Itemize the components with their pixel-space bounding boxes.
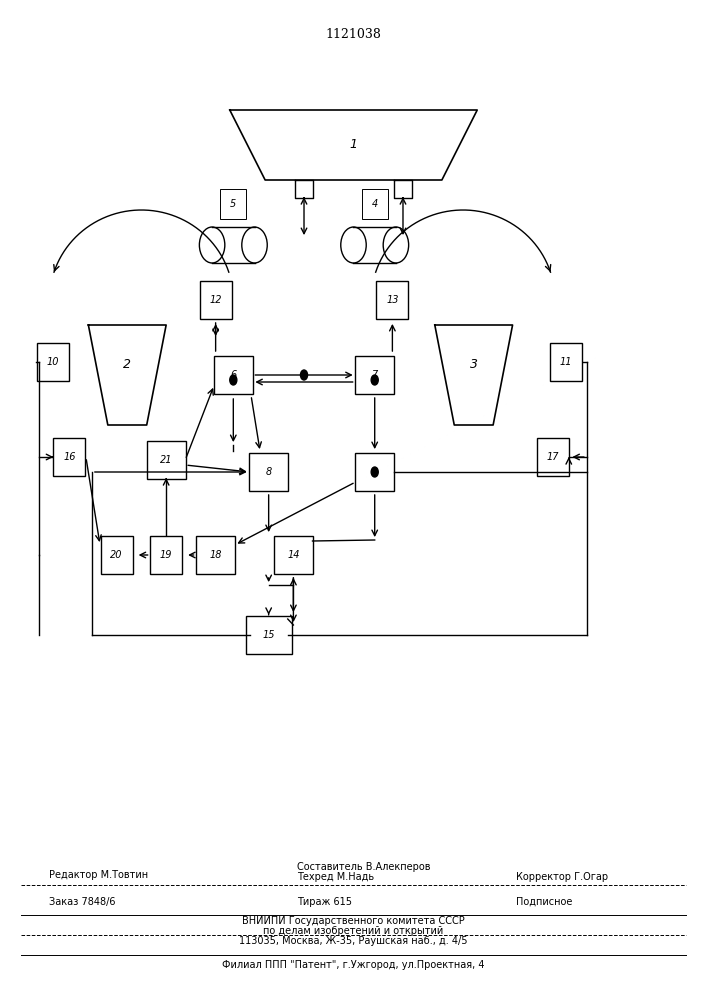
Text: 7: 7 xyxy=(372,370,378,380)
FancyBboxPatch shape xyxy=(246,616,291,654)
FancyBboxPatch shape xyxy=(377,281,409,319)
Text: ВНИИПИ Государственного комитета СССР: ВНИИПИ Государственного комитета СССР xyxy=(242,916,465,926)
Text: 4: 4 xyxy=(372,199,378,209)
Text: 113035, Москва, Ж-35, Раушская наб., д. 4/5: 113035, Москва, Ж-35, Раушская наб., д. … xyxy=(239,936,468,946)
Text: Корректор Г.Огар: Корректор Г.Огар xyxy=(516,872,608,882)
Text: Подписное: Подписное xyxy=(516,897,573,907)
Text: 13: 13 xyxy=(386,295,399,305)
Circle shape xyxy=(371,467,378,477)
FancyBboxPatch shape xyxy=(550,343,581,381)
Text: 3: 3 xyxy=(469,359,478,371)
Text: 12: 12 xyxy=(209,295,222,305)
Text: Редактор М.Товтин: Редактор М.Товтин xyxy=(49,870,148,880)
Text: 6: 6 xyxy=(230,370,236,380)
FancyBboxPatch shape xyxy=(37,343,69,381)
Text: 10: 10 xyxy=(47,357,59,367)
Text: Составитель В.Алекперов: Составитель В.Алекперов xyxy=(297,862,431,872)
Text: 1121038: 1121038 xyxy=(325,28,382,41)
Text: 17: 17 xyxy=(547,452,559,462)
FancyBboxPatch shape xyxy=(537,438,568,476)
FancyBboxPatch shape xyxy=(355,453,395,491)
Text: 9: 9 xyxy=(372,467,378,477)
Text: 18: 18 xyxy=(209,550,222,560)
Text: Тираж 615: Тираж 615 xyxy=(297,897,352,907)
FancyBboxPatch shape xyxy=(100,536,132,574)
FancyBboxPatch shape xyxy=(54,438,86,476)
Text: 14: 14 xyxy=(287,550,300,560)
Circle shape xyxy=(371,375,378,385)
FancyBboxPatch shape xyxy=(150,536,182,574)
Text: 15: 15 xyxy=(262,630,275,640)
Text: 21: 21 xyxy=(160,455,173,465)
FancyBboxPatch shape xyxy=(355,356,395,394)
Text: Заказ 7848/6: Заказ 7848/6 xyxy=(49,897,116,907)
Text: Филиал ППП "Патент", г.Ужгород, ул.Проектная, 4: Филиал ППП "Патент", г.Ужгород, ул.Проек… xyxy=(222,960,485,970)
Text: 11: 11 xyxy=(559,357,572,367)
FancyBboxPatch shape xyxy=(199,281,231,319)
Circle shape xyxy=(300,370,308,380)
Text: 19: 19 xyxy=(160,550,173,560)
Text: 16: 16 xyxy=(63,452,76,462)
FancyBboxPatch shape xyxy=(196,536,235,574)
FancyBboxPatch shape xyxy=(214,356,252,394)
Text: 2: 2 xyxy=(123,359,132,371)
Text: 20: 20 xyxy=(110,550,123,560)
Text: 1: 1 xyxy=(349,138,358,151)
Text: 8: 8 xyxy=(266,467,271,477)
FancyBboxPatch shape xyxy=(146,441,185,479)
Text: по делам изобретений и открытий: по делам изобретений и открытий xyxy=(264,926,443,936)
Text: Техред М.Надь: Техред М.Надь xyxy=(297,872,374,882)
FancyBboxPatch shape xyxy=(274,536,312,574)
FancyBboxPatch shape xyxy=(249,453,288,491)
Text: 5: 5 xyxy=(230,199,236,209)
Circle shape xyxy=(230,375,237,385)
